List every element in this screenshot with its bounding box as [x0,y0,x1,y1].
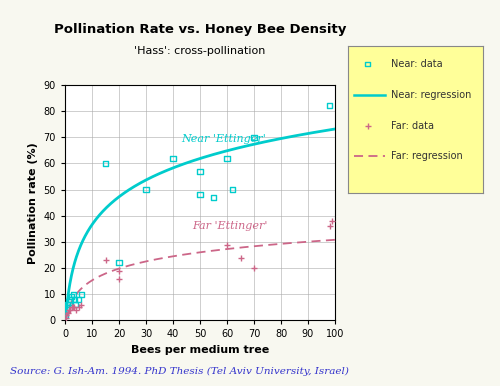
Point [142,186,150,193]
Point [74,296,82,303]
Point [74,304,82,310]
Point [66,296,74,303]
Point [63,304,71,310]
Point [196,168,204,174]
Point [115,267,123,274]
Point [77,301,85,308]
Point [65,307,73,313]
Point [326,103,334,109]
Text: Far: data: Far: data [390,120,434,130]
Text: Far: regression: Far: regression [390,151,462,161]
X-axis label: Bees per medium tree: Bees per medium tree [131,345,269,355]
Point [69,291,77,297]
Point [196,192,204,198]
Point [64,301,72,308]
Point [77,291,85,297]
Point [72,301,80,308]
Text: Near 'Ettinger': Near 'Ettinger' [181,134,266,144]
Point [236,254,244,261]
Point [169,155,177,161]
Point [115,260,123,266]
Text: Source: G. Ish-Am. 1994. PhD Thesis (Tel Aviv University, Israel): Source: G. Ish-Am. 1994. PhD Thesis (Tel… [10,367,349,376]
Point [62,312,70,318]
Point [68,294,76,300]
Text: Near: data: Near: data [390,59,442,69]
Point [250,134,258,141]
Point [223,155,231,161]
Point [72,307,80,313]
Point [62,315,70,321]
Point [62,307,70,313]
Point [364,122,372,129]
Point [69,304,77,310]
Point [250,265,258,271]
Point [64,310,72,316]
Point [70,296,78,303]
Point [102,257,110,263]
Point [223,241,231,247]
Point [326,223,334,229]
Point [70,304,78,310]
Text: 'Hass': cross-pollination: 'Hass': cross-pollination [134,46,266,56]
Point [328,218,336,224]
Point [68,304,76,310]
Point [228,186,236,193]
Y-axis label: Pollination rate (%): Pollination rate (%) [28,142,38,264]
Point [210,194,218,200]
Point [66,307,74,313]
Text: Far 'Ettinger': Far 'Ettinger' [192,221,268,231]
Point [115,276,123,282]
Point [102,160,110,166]
Text: Pollination Rate vs. Honey Bee Density: Pollination Rate vs. Honey Bee Density [54,23,346,36]
Point [62,312,70,318]
Point [65,299,73,305]
Point [364,61,372,67]
Text: Near: regression: Near: regression [390,90,471,100]
